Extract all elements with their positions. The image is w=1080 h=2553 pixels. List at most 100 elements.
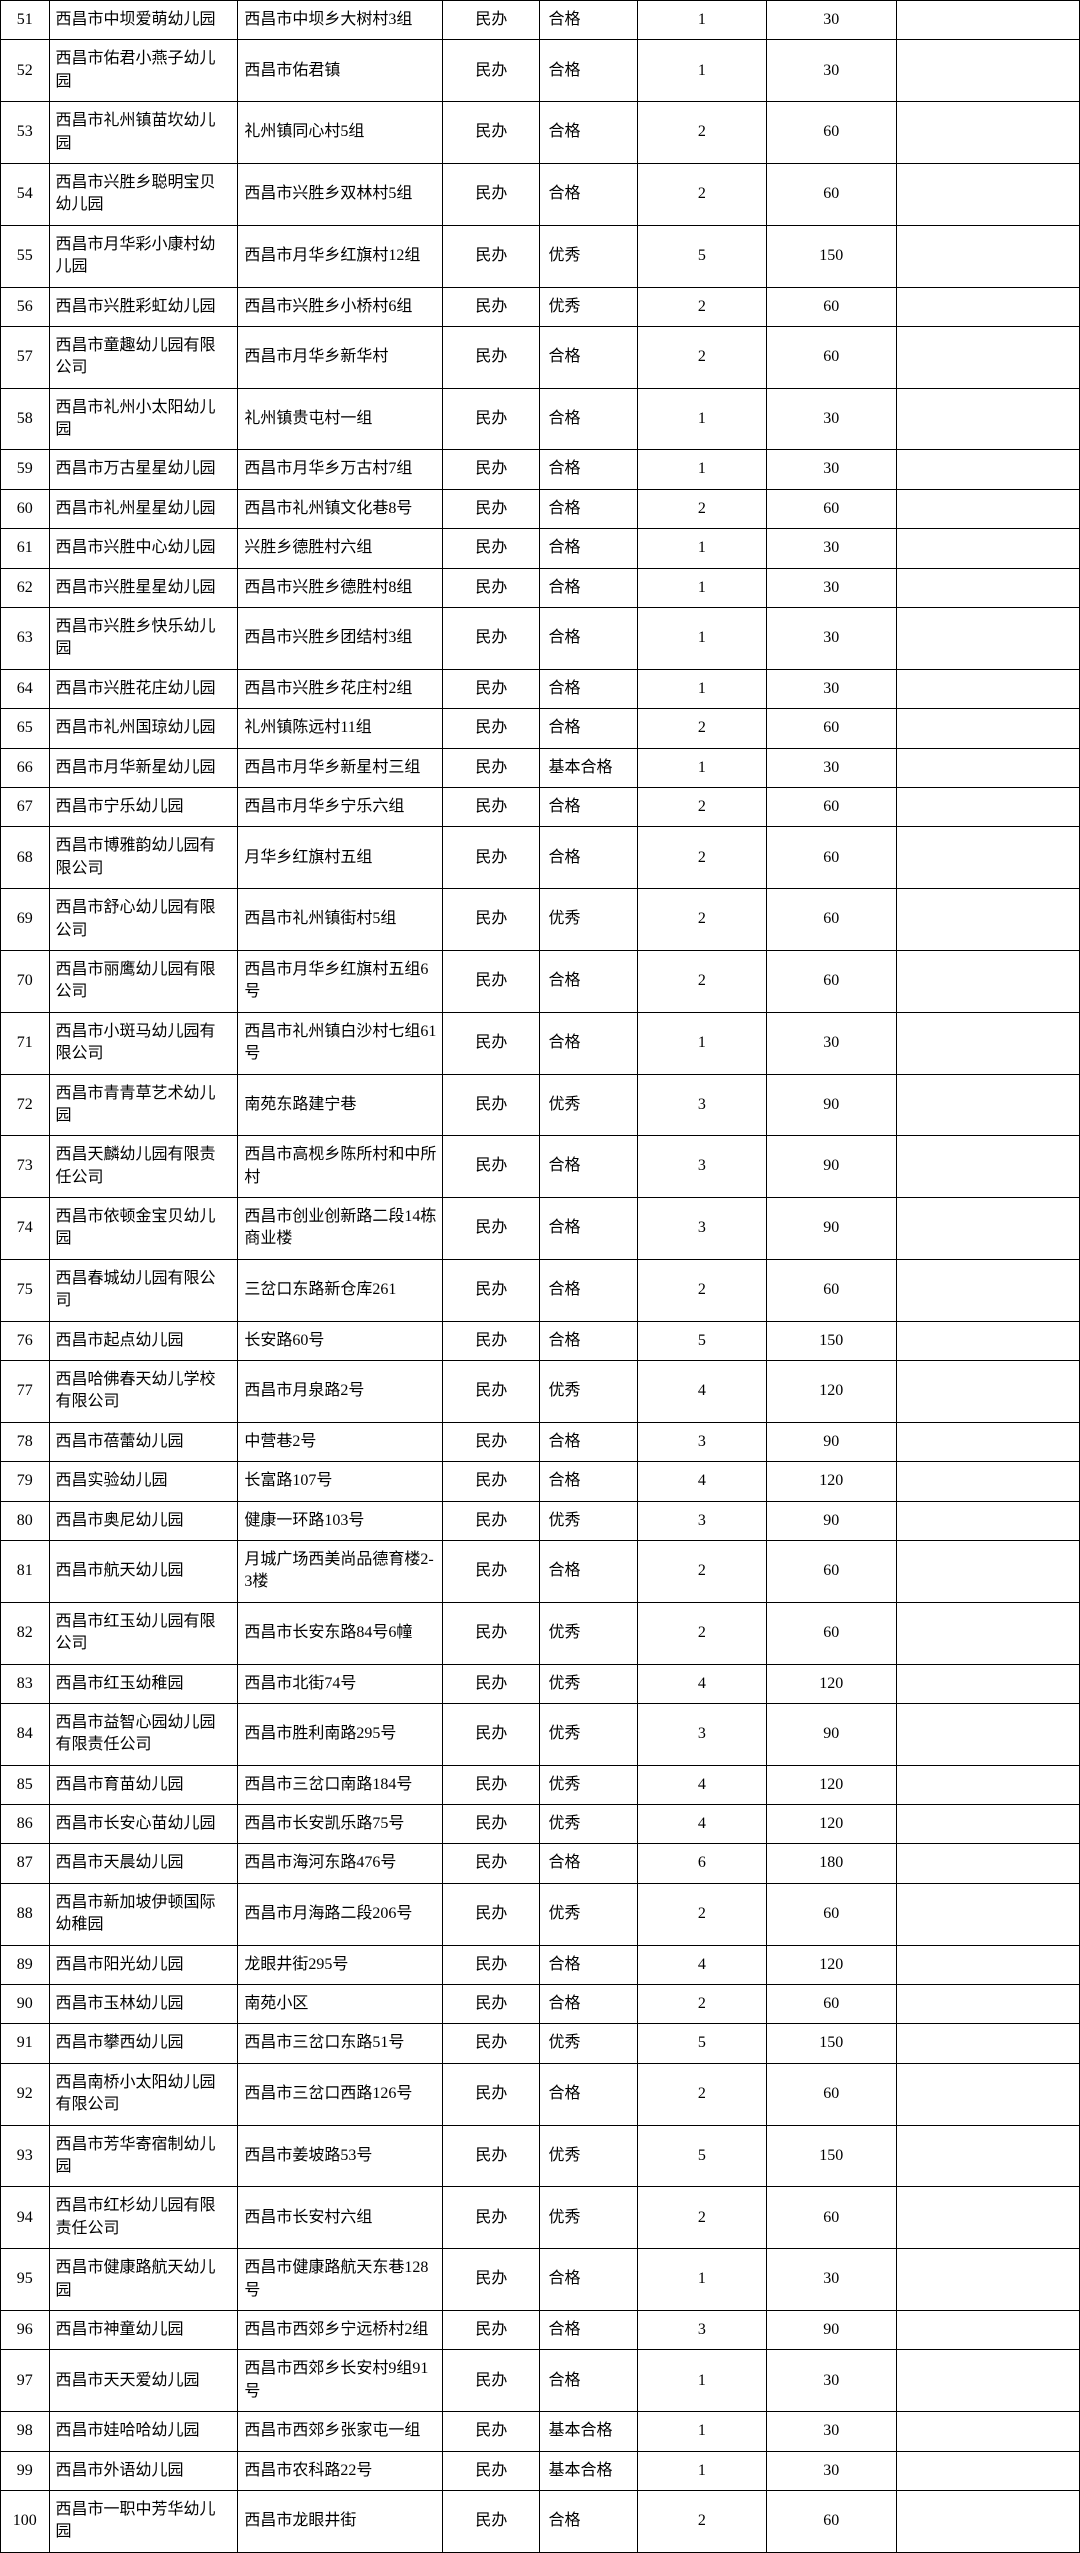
count-2: 60	[767, 326, 896, 388]
row-number: 68	[1, 827, 50, 889]
blank-cell	[896, 2350, 1079, 2412]
row-number: 51	[1, 1, 50, 40]
school-grade: 合格	[540, 2063, 637, 2125]
count-1: 1	[637, 529, 766, 568]
table-row: 71西昌市小斑马幼儿园有限公司西昌市礼州镇白沙村七组61号民办合格130	[1, 1012, 1080, 1074]
count-2: 60	[767, 1883, 896, 1945]
table-row: 87西昌市天晨幼儿园西昌市海河东路476号民办合格6180	[1, 1844, 1080, 1883]
count-1: 1	[637, 568, 766, 607]
school-type: 民办	[443, 568, 540, 607]
count-1: 4	[637, 1765, 766, 1804]
school-grade: 合格	[540, 2490, 637, 2552]
school-address: 西昌市三岔口东路51号	[238, 2024, 443, 2063]
table-row: 66西昌市月华新星幼儿园西昌市月华乡新星村三组民办基本合格130	[1, 748, 1080, 787]
count-1: 4	[637, 1462, 766, 1501]
school-name: 西昌市红玉幼稚园	[49, 1664, 238, 1703]
count-2: 30	[767, 40, 896, 102]
school-grade: 合格	[540, 1259, 637, 1321]
row-number: 64	[1, 669, 50, 708]
count-1: 5	[637, 2125, 766, 2187]
count-1: 1	[637, 450, 766, 489]
school-grade: 合格	[540, 950, 637, 1012]
row-number: 69	[1, 889, 50, 951]
school-name: 西昌市礼州镇苗坎幼儿园	[49, 102, 238, 164]
table-row: 54西昌市兴胜乡聪明宝贝幼儿园西昌市兴胜乡双林村5组民办合格260	[1, 163, 1080, 225]
blank-cell	[896, 1259, 1079, 1321]
school-address: 西昌市月华乡宁乐六组	[238, 787, 443, 826]
school-grade: 合格	[540, 1985, 637, 2024]
school-type: 民办	[443, 1501, 540, 1540]
row-number: 90	[1, 1985, 50, 2024]
row-number: 91	[1, 2024, 50, 2063]
blank-cell	[896, 748, 1079, 787]
table-row: 84西昌市益智心园幼儿园有限责任公司西昌市胜利南路295号民办优秀390	[1, 1703, 1080, 1765]
blank-cell	[896, 709, 1079, 748]
count-2: 30	[767, 529, 896, 568]
school-address: 西昌市西郊乡长安村9组91号	[238, 2350, 443, 2412]
school-type: 民办	[443, 2310, 540, 2349]
blank-cell	[896, 787, 1079, 826]
school-type: 民办	[443, 1945, 540, 1984]
school-grade: 优秀	[540, 889, 637, 951]
count-2: 60	[767, 1540, 896, 1602]
row-number: 97	[1, 2350, 50, 2412]
count-1: 2	[637, 2490, 766, 2552]
count-1: 2	[637, 2187, 766, 2249]
school-name: 西昌市兴胜彩虹幼儿园	[49, 287, 238, 326]
count-2: 60	[767, 1985, 896, 2024]
school-address: 西昌市兴胜乡德胜村8组	[238, 568, 443, 607]
row-number: 62	[1, 568, 50, 607]
blank-cell	[896, 2187, 1079, 2249]
count-2: 120	[767, 1664, 896, 1703]
blank-cell	[896, 1136, 1079, 1198]
count-2: 120	[767, 1765, 896, 1804]
count-2: 30	[767, 608, 896, 670]
school-address: 西昌市胜利南路295号	[238, 1703, 443, 1765]
table-row: 55西昌市月华彩小康村幼儿园西昌市月华乡红旗村12组民办优秀5150	[1, 225, 1080, 287]
school-type: 民办	[443, 1136, 540, 1198]
row-number: 80	[1, 1501, 50, 1540]
row-number: 67	[1, 787, 50, 826]
school-grade: 合格	[540, 1844, 637, 1883]
table-row: 85西昌市育苗幼儿园西昌市三岔口南路184号民办优秀4120	[1, 1765, 1080, 1804]
blank-cell	[896, 1198, 1079, 1260]
count-2: 120	[767, 1361, 896, 1423]
count-1: 1	[637, 1012, 766, 1074]
school-type: 民办	[443, 787, 540, 826]
blank-cell	[896, 450, 1079, 489]
count-2: 30	[767, 669, 896, 708]
school-address: 西昌市礼州镇街村5组	[238, 889, 443, 951]
count-2: 60	[767, 2063, 896, 2125]
school-name: 西昌市中坝爱萌幼儿园	[49, 1, 238, 40]
row-number: 75	[1, 1259, 50, 1321]
count-1: 2	[637, 1985, 766, 2024]
school-address: 月华乡红旗村五组	[238, 827, 443, 889]
blank-cell	[896, 1074, 1079, 1136]
school-name: 西昌南桥小太阳幼儿园有限公司	[49, 2063, 238, 2125]
count-2: 150	[767, 2125, 896, 2187]
school-grade: 优秀	[540, 2187, 637, 2249]
school-address: 西昌市长安东路84号6幢	[238, 1602, 443, 1664]
count-2: 30	[767, 450, 896, 489]
count-1: 2	[637, 787, 766, 826]
school-address: 南苑小区	[238, 1985, 443, 2024]
count-2: 60	[767, 163, 896, 225]
school-type: 民办	[443, 529, 540, 568]
school-name: 西昌市礼州国琼幼儿园	[49, 709, 238, 748]
school-name: 西昌市礼州星星幼儿园	[49, 489, 238, 528]
table-row: 77西昌哈佛春天幼儿学校有限公司西昌市月泉路2号民办优秀4120	[1, 1361, 1080, 1423]
count-1: 4	[637, 1805, 766, 1844]
table-row: 65西昌市礼州国琼幼儿园礼州镇陈远村11组民办合格260	[1, 709, 1080, 748]
school-grade: 合格	[540, 1540, 637, 1602]
count-1: 2	[637, 2063, 766, 2125]
count-1: 2	[637, 1602, 766, 1664]
school-type: 民办	[443, 950, 540, 1012]
row-number: 83	[1, 1664, 50, 1703]
school-address: 西昌市三岔口西路126号	[238, 2063, 443, 2125]
school-address: 西昌市农科路22号	[238, 2451, 443, 2490]
school-grade: 合格	[540, 608, 637, 670]
school-type: 民办	[443, 1602, 540, 1664]
table-body: 51西昌市中坝爱萌幼儿园西昌市中坝乡大树村3组民办合格13052西昌市佑君小燕子…	[1, 1, 1080, 2553]
school-name: 西昌市童趣幼儿园有限公司	[49, 326, 238, 388]
school-address: 西昌市高枧乡陈所村和中所村	[238, 1136, 443, 1198]
